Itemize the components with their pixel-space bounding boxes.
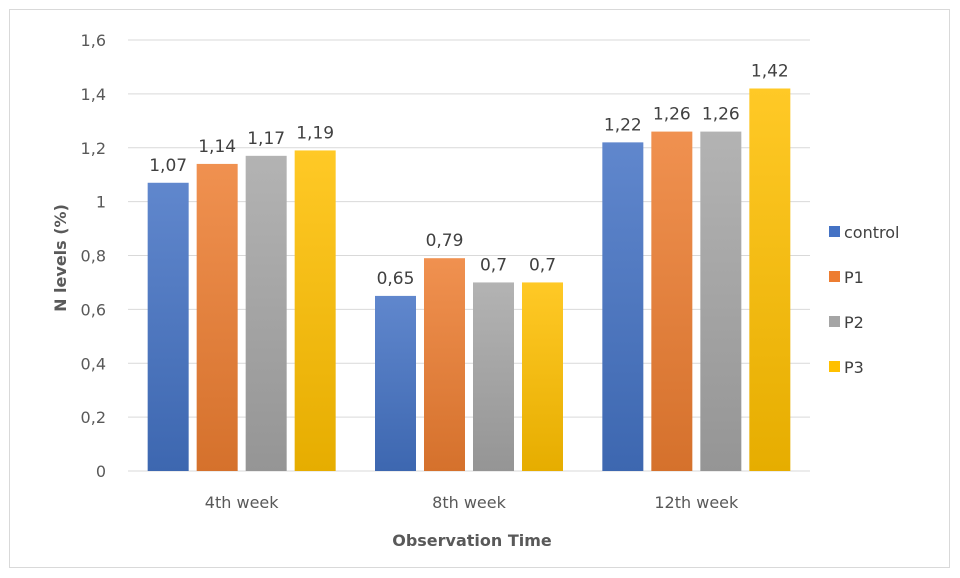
- data-label: 1,26: [653, 105, 691, 125]
- bar-p2-1: [473, 282, 514, 471]
- y-tick-label: 1,4: [81, 85, 106, 104]
- bars: [147, 88, 791, 472]
- y-axis-ticks: 0 0,2 0,4 0,6 0,8 1 1,2 1,4 1,6: [81, 31, 106, 481]
- bar-control-0: [147, 182, 189, 472]
- legend-swatch-p2: [829, 316, 840, 327]
- y-tick-label: 1: [96, 193, 106, 212]
- y-tick-label: 1,2: [81, 139, 106, 158]
- x-axis-ticks: 4th week 8th week 12th week: [205, 493, 739, 512]
- bar-p2-2: [700, 131, 742, 471]
- y-tick-label: 0,6: [81, 300, 106, 319]
- legend-label-p3: P3: [844, 358, 864, 377]
- bar-p1-1: [424, 258, 465, 471]
- bar-p3-2: [749, 88, 791, 472]
- data-label: 0,7: [529, 255, 556, 275]
- bar-p3-1: [522, 282, 563, 471]
- data-label: 0,7: [480, 255, 507, 275]
- legend-label-control: control: [844, 223, 899, 242]
- legend-swatch-p3: [829, 361, 840, 372]
- legend-label-p1: P1: [844, 268, 864, 287]
- bar-p2-0: [245, 155, 287, 472]
- data-label: 1,14: [198, 137, 236, 157]
- data-label: 1,19: [296, 123, 334, 143]
- x-tick-label: 4th week: [205, 493, 279, 512]
- data-label: 1,22: [604, 115, 642, 135]
- y-tick-label: 0: [96, 462, 106, 481]
- data-label: 0,65: [377, 269, 415, 289]
- bar-p1-0: [196, 163, 238, 471]
- y-axis-title: N levels (%): [51, 204, 70, 312]
- y-tick-label: 0,4: [81, 354, 106, 373]
- data-label: 1,17: [247, 129, 285, 149]
- gridlines: [128, 39, 810, 472]
- data-labels: 1,07 1,14 1,17 1,19 0,65 0,79 0,7 0,7 1,22 1,26 1,…: [149, 61, 789, 288]
- y-tick-label: 1,6: [81, 31, 106, 50]
- x-axis-title: Observation Time: [392, 531, 552, 550]
- data-label: 1,42: [751, 61, 789, 81]
- x-tick-label: 12th week: [654, 493, 739, 512]
- legend-swatch-p1: [829, 271, 840, 282]
- bar-p3-0: [294, 150, 336, 471]
- legend: control P1 P2 P3: [829, 223, 899, 377]
- data-label: 1,26: [702, 105, 740, 125]
- legend-label-p2: P2: [844, 313, 864, 332]
- data-label: 0,79: [426, 231, 464, 251]
- bar-p1-2: [651, 131, 693, 471]
- y-tick-label: 0,2: [81, 408, 106, 427]
- bar-control-2: [602, 142, 644, 472]
- y-tick-label: 0,8: [81, 247, 106, 266]
- bar-control-1: [375, 295, 416, 471]
- x-tick-label: 8th week: [432, 493, 506, 512]
- legend-swatch-control: [829, 226, 840, 237]
- data-label: 1,07: [149, 156, 187, 176]
